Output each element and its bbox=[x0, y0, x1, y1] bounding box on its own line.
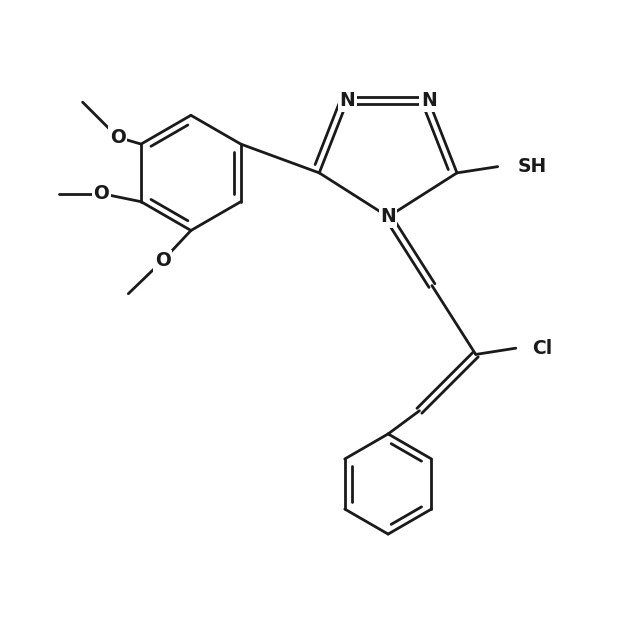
Text: Cl: Cl bbox=[532, 339, 552, 358]
Text: O: O bbox=[93, 184, 110, 203]
Text: SH: SH bbox=[518, 157, 547, 176]
Text: N: N bbox=[339, 92, 356, 110]
Text: O: O bbox=[110, 128, 126, 147]
Text: O: O bbox=[155, 251, 171, 270]
Text: N: N bbox=[421, 92, 437, 110]
Text: N: N bbox=[380, 207, 396, 226]
